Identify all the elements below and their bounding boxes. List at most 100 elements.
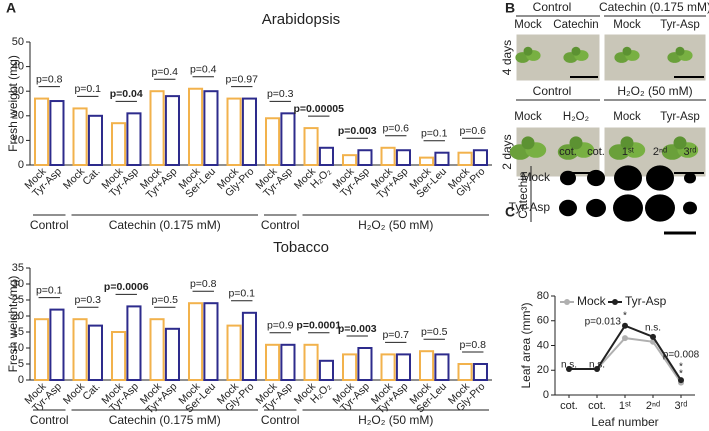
bar	[241, 311, 257, 381]
p-value: p=0.8	[459, 339, 486, 351]
p-value: p=0.7	[382, 329, 409, 341]
leaf-silhouette	[684, 172, 696, 184]
bar	[434, 353, 450, 381]
leaf	[673, 136, 687, 150]
group-label: Catechin (0.175 mM)	[109, 218, 221, 232]
group-label: H₂O₂ (50 mM)	[358, 218, 433, 232]
bar	[111, 122, 127, 166]
bar	[34, 318, 50, 382]
y-tick-label: 80	[537, 290, 549, 302]
leaf-column-label: 3ʳᵈ	[684, 146, 697, 158]
leaf-silhouette	[614, 165, 642, 191]
legend-marker	[564, 299, 570, 305]
y-tick-label: 35	[12, 262, 24, 274]
bar	[111, 331, 127, 381]
point	[650, 333, 656, 340]
y-tick-label: 30	[12, 278, 24, 290]
group-label: Control	[30, 218, 69, 232]
p-value: p=0.1	[228, 288, 255, 300]
leaf-column-label: cot.	[587, 146, 605, 158]
leaf-column-label: 1ˢᵗ	[622, 146, 635, 158]
y-tick-label: 0	[543, 389, 549, 401]
annotation: p=0.013	[585, 317, 622, 328]
group-label: Catechin (0.175 mM)	[109, 413, 221, 427]
p-value: p=0.8	[36, 73, 63, 85]
p-value: p=0.003	[338, 125, 377, 137]
bar	[126, 305, 142, 381]
y-axis-label: Leaf area (mm³)	[519, 302, 533, 388]
chart-title: Arabidopsis	[262, 11, 340, 28]
bar	[318, 359, 334, 381]
bar	[241, 97, 257, 166]
group-label: H₂O₂ (50 mM)	[358, 413, 433, 427]
panel-letter: A	[6, 0, 16, 16]
group-label: Control	[30, 413, 69, 427]
y-tick-label: 5	[18, 358, 24, 370]
condition-header: Control	[533, 84, 572, 98]
x-axis-label: Leaf number	[591, 415, 658, 429]
bar	[226, 97, 242, 166]
p-value: p=0.9	[267, 320, 294, 332]
bar	[434, 151, 450, 166]
legend-marker	[612, 299, 618, 305]
p-value: p=0.5	[151, 294, 178, 306]
condition-header: H₂O₂ (50 mM)	[617, 84, 692, 98]
y-tick-label: 20	[12, 110, 24, 122]
p-value: p=0.1	[74, 83, 101, 95]
y-tick-label: 15	[12, 326, 24, 338]
bar	[357, 149, 373, 167]
photo-label: Tyr-Asp	[660, 111, 700, 123]
point	[622, 335, 628, 342]
image-row-label: Mock	[521, 170, 551, 184]
bar	[395, 353, 411, 381]
leaf	[569, 136, 583, 150]
point	[678, 377, 684, 384]
leaf	[521, 136, 535, 150]
annotation: n.s.	[589, 360, 605, 371]
bar	[342, 353, 358, 381]
point	[594, 366, 600, 373]
image-group-label: Catechin	[516, 171, 530, 218]
photo-label: Mock	[514, 111, 542, 123]
y-tick-label: 40	[12, 61, 24, 73]
x-tick-label: 3ʳᵈ	[675, 400, 688, 412]
leaf	[523, 46, 533, 56]
p-value: p=0.04	[110, 88, 143, 100]
bar	[419, 156, 435, 166]
panel-letter: B	[505, 0, 515, 16]
annotation: *	[679, 369, 683, 380]
y-tick-label: 10	[12, 134, 24, 146]
photo-label: H₂O₂	[563, 111, 589, 123]
bar	[265, 343, 281, 381]
p-value: p=0.1	[421, 127, 448, 139]
y-tick-label: 10	[12, 342, 24, 354]
p-value: p=0.6	[382, 123, 409, 135]
bar	[49, 100, 65, 166]
leaf-column-label: 2ⁿᵈ	[653, 146, 667, 158]
photo-label: Tyr-Asp	[660, 19, 700, 31]
x-tick-label: 1ˢᵗ	[619, 400, 632, 412]
leaf-silhouette	[645, 194, 675, 222]
y-tick-label: 30	[12, 85, 24, 97]
bar	[380, 353, 396, 381]
group-label: Control	[261, 218, 300, 232]
leaf	[622, 46, 632, 56]
p-value: p=0.4	[151, 66, 178, 78]
leaf-silhouette	[586, 198, 606, 218]
y-tick-label: 40	[537, 339, 549, 351]
photo-label: Catechin	[553, 19, 598, 31]
annotation: *	[623, 311, 627, 322]
bar	[303, 127, 319, 167]
p-value: p=0.6	[459, 125, 486, 137]
bar	[188, 302, 204, 382]
bar	[342, 154, 358, 167]
bar	[203, 90, 219, 166]
legend-label: Tyr-Asp	[625, 294, 667, 308]
bar	[72, 318, 88, 382]
p-value: p=0.003	[338, 323, 377, 335]
bar	[395, 149, 411, 167]
annotation: *	[679, 362, 683, 373]
bar	[380, 146, 396, 166]
y-tick-label: 0	[18, 374, 24, 386]
